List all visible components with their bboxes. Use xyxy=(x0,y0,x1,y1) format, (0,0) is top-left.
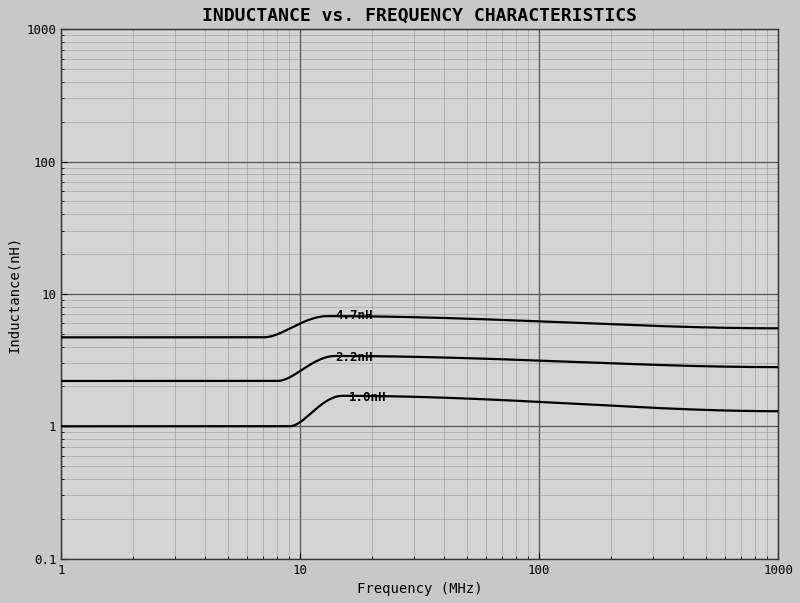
Text: 4.7nH: 4.7nH xyxy=(335,309,373,322)
Title: INDUCTANCE vs. FREQUENCY CHARACTERISTICS: INDUCTANCE vs. FREQUENCY CHARACTERISTICS xyxy=(202,7,638,25)
Text: 1.0nH: 1.0nH xyxy=(349,391,386,404)
Text: 2.2nH: 2.2nH xyxy=(335,352,373,364)
Y-axis label: Inductance(nH): Inductance(nH) xyxy=(7,235,21,353)
X-axis label: Frequency (MHz): Frequency (MHz) xyxy=(357,582,482,596)
